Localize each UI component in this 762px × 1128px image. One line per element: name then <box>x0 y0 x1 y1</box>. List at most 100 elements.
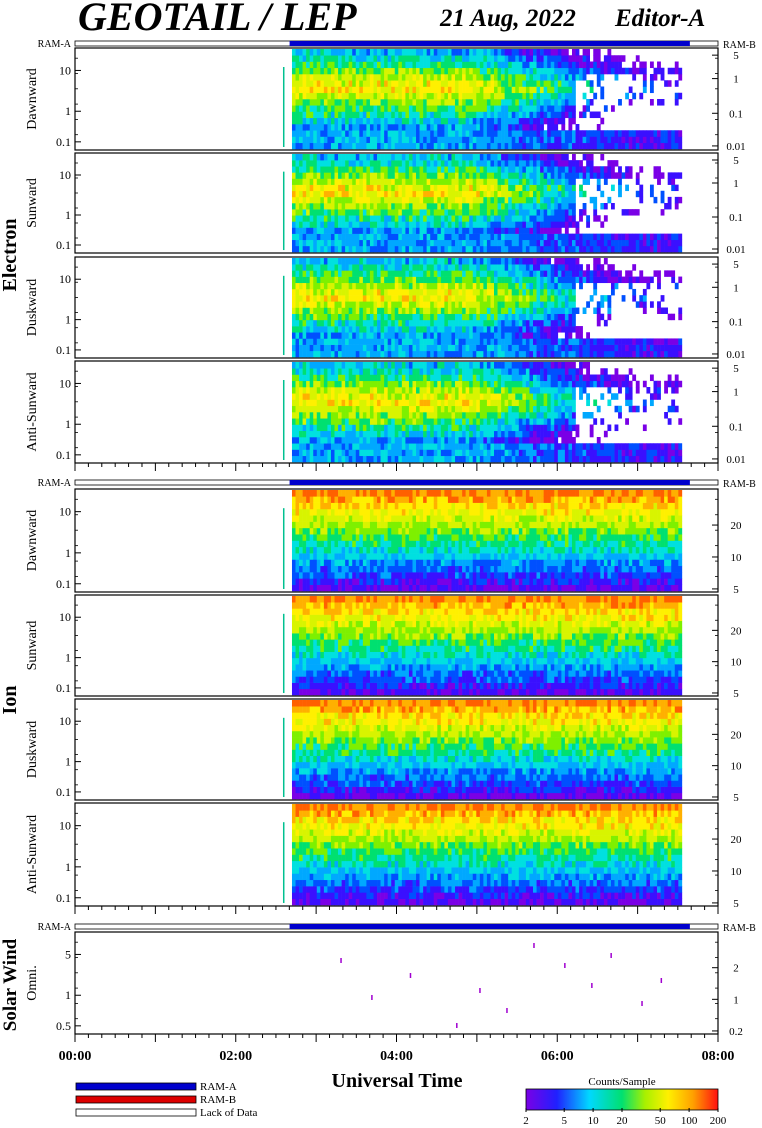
spectrogram-cell <box>302 203 307 210</box>
spectrogram-cell <box>408 61 413 69</box>
spectrogram-cell <box>444 105 449 112</box>
spectrogram-cell <box>664 338 668 345</box>
spectrogram-cell <box>483 49 488 56</box>
spectrogram-cell <box>571 160 576 167</box>
spectrogram-cell <box>313 380 318 388</box>
spectrogram-cell <box>334 288 339 296</box>
spectrogram-cell <box>451 350 456 358</box>
spectrogram-cell <box>419 344 424 352</box>
spectrogram-cell <box>479 142 484 150</box>
spectrogram-cell <box>571 184 576 192</box>
spectrogram-cell <box>508 49 513 56</box>
spectrogram-cell <box>299 196 303 204</box>
spectrogram-cell <box>338 233 342 241</box>
spectrogram-cell <box>667 142 672 150</box>
spectrogram-cell <box>302 264 307 271</box>
spectrogram-cell <box>377 258 381 265</box>
spectrogram-cell <box>667 344 672 352</box>
spectrogram-cell <box>664 239 668 247</box>
spectrogram-cell <box>373 74 378 81</box>
spectrogram-cell <box>373 418 378 425</box>
spectrogram-cell <box>610 172 615 179</box>
spectrogram-cell <box>511 55 516 62</box>
spectrogram-cell <box>316 154 321 161</box>
spectrogram-cell <box>568 117 573 125</box>
spectrogram-cell <box>299 264 303 271</box>
spectrogram-cell <box>345 295 349 302</box>
spectrogram-cell <box>642 74 647 81</box>
spectrogram-cell <box>451 295 456 302</box>
spectrogram-cell <box>299 117 303 125</box>
spectrogram-cell <box>345 86 349 94</box>
spectrogram-cell <box>518 344 523 352</box>
spectrogram-cell <box>302 74 307 81</box>
spectrogram-cell <box>426 227 431 234</box>
spectrogram-cell <box>416 203 420 210</box>
spectrogram-cell <box>352 92 357 100</box>
spectrogram-cell <box>433 55 438 62</box>
spectrogram-cell <box>557 307 562 314</box>
spectrogram-cell <box>557 245 562 253</box>
spectrogram-cell <box>408 301 413 308</box>
spectrogram-cell <box>586 67 591 75</box>
spectrogram-cell <box>330 399 335 407</box>
spectrogram-cell <box>373 215 378 222</box>
spectrogram-cell <box>338 258 342 265</box>
spectrogram-cell <box>309 430 314 438</box>
spectrogram-cell <box>426 344 431 352</box>
spectrogram-cell <box>323 282 328 290</box>
spectrogram-cell <box>671 239 676 247</box>
spectrogram-cell <box>430 209 435 216</box>
spectrogram-cell <box>341 313 346 321</box>
spectrogram-cell <box>451 136 456 144</box>
spectrogram-cell <box>291 203 296 210</box>
spectrogram-cell <box>359 387 364 394</box>
spectrogram-cell <box>405 307 410 314</box>
spectrogram-cell <box>447 184 452 192</box>
spectrogram-cell <box>323 319 328 327</box>
spectrogram-cell <box>504 172 509 179</box>
spectrogram-cell <box>348 86 353 94</box>
spectrogram-cell <box>373 221 378 228</box>
spectrogram-cell <box>596 276 601 284</box>
spectrogram-cell <box>667 313 672 321</box>
spectrogram-cell <box>635 338 640 345</box>
spectrogram-cell <box>603 258 608 265</box>
spectrogram-cell <box>458 344 463 352</box>
spectrogram-cell <box>302 136 307 144</box>
spectrogram-cell <box>497 49 502 56</box>
spectrogram-cell <box>380 190 385 198</box>
spectrogram-cell <box>504 99 509 106</box>
spectrogram-cell <box>408 166 413 173</box>
spectrogram-cell <box>295 178 300 185</box>
spectrogram-cell <box>430 264 435 271</box>
spectrogram-cell <box>607 245 612 253</box>
spectrogram-cell <box>462 264 466 271</box>
spectrogram-cell <box>430 160 435 167</box>
spectrogram-cell <box>486 124 491 131</box>
spectrogram-cell <box>483 55 488 62</box>
spectrogram-cell <box>341 258 346 265</box>
spectrogram-cell <box>494 233 498 241</box>
spectrogram-cell <box>525 196 530 204</box>
spectrogram-cell <box>589 136 594 144</box>
spectrogram-cell <box>525 332 530 339</box>
spectrogram-cell <box>649 184 654 192</box>
spectrogram-cell <box>575 350 580 358</box>
spectrogram-cell <box>625 130 630 137</box>
spectrogram-cell <box>327 105 332 112</box>
spectrogram-cell <box>330 142 335 150</box>
spectrogram-cell <box>462 215 466 222</box>
spectrogram-cell <box>635 344 640 352</box>
spectrogram-cell <box>490 350 495 358</box>
spectrogram-cell <box>543 239 548 247</box>
spectrogram-cell <box>600 313 605 321</box>
spectrogram-cell <box>316 332 321 339</box>
spectrogram-cell <box>455 160 459 167</box>
spectrogram-cell <box>313 307 318 314</box>
spectrogram-cell <box>416 270 420 277</box>
spectrogram-cell <box>306 344 310 352</box>
spectrogram-cell <box>366 276 371 284</box>
spectrogram-cell <box>401 203 406 210</box>
spectrogram-cell <box>494 190 498 198</box>
